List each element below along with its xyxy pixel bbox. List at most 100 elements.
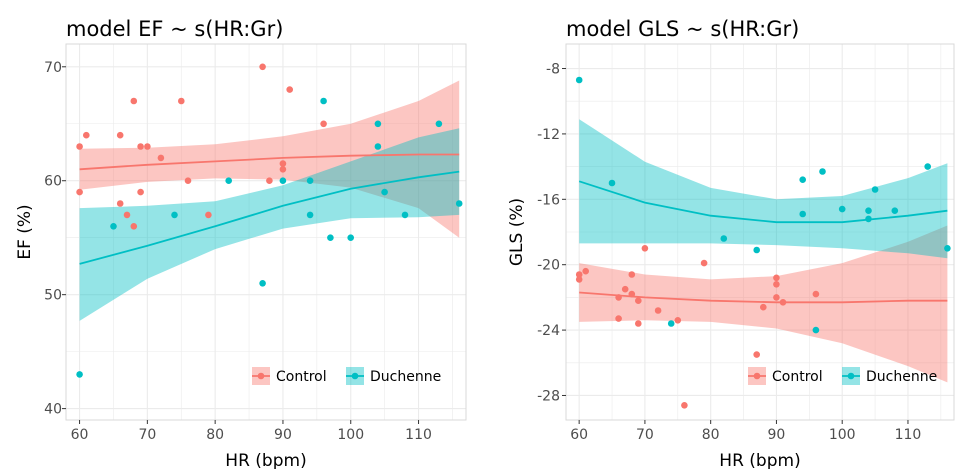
data-point-duchenne xyxy=(753,246,760,254)
data-point-duchenne xyxy=(76,371,83,378)
fit-line-duchenne xyxy=(79,170,460,265)
data-point-duchenne xyxy=(327,234,334,241)
data-point-control xyxy=(615,294,622,301)
data-point-control xyxy=(157,154,165,162)
data-point-control xyxy=(582,267,589,275)
data-point-control xyxy=(615,315,622,322)
data-point-control xyxy=(205,211,212,219)
data-point-duchenne xyxy=(819,168,826,175)
data-point-control xyxy=(575,276,583,283)
y-tick-label: -12 xyxy=(537,127,560,143)
data-point-control xyxy=(773,294,780,301)
data-point-duchenne xyxy=(799,210,806,218)
data-point-control xyxy=(779,299,787,306)
legend: Control Duchenne xyxy=(252,367,441,385)
legend-label-duchenne: Duchenne xyxy=(866,369,937,385)
data-point-control xyxy=(137,143,144,150)
data-point-duchenne xyxy=(381,188,388,196)
x-tick-label: 60 xyxy=(71,427,89,443)
data-point-duchenne xyxy=(865,207,872,214)
legend-key-point xyxy=(351,372,359,380)
data-point-control xyxy=(123,211,131,219)
data-point-control xyxy=(681,402,688,409)
x-tick-label: 90 xyxy=(768,427,786,443)
data-point-duchenne xyxy=(812,326,820,334)
x-tick-label: 110 xyxy=(895,427,922,443)
x-tick-label: 90 xyxy=(274,427,292,443)
ef-chart-panel: 60 70 80 90 100 110 40 50 60 70 model EF ~ s(HR:Gr… xyxy=(15,17,467,469)
data-point-control xyxy=(130,223,138,230)
x-tick-label: 100 xyxy=(337,427,364,443)
y-tick-label: -20 xyxy=(537,258,560,274)
data-point-control xyxy=(279,166,287,173)
data-point-control xyxy=(641,245,649,252)
data-point-control xyxy=(76,143,83,150)
data-point-control xyxy=(266,177,273,184)
data-point-duchenne xyxy=(279,177,287,184)
fit-line-control xyxy=(79,153,460,171)
x-tick-label: 80 xyxy=(702,427,720,443)
data-point-duchenne xyxy=(171,211,178,219)
data-point-control xyxy=(279,160,287,167)
gridlines xyxy=(566,44,954,420)
data-point-duchenne xyxy=(720,235,728,242)
data-point-control xyxy=(76,188,83,196)
y-tick-label: 60 xyxy=(44,174,62,190)
data-point-duchenne xyxy=(865,215,872,223)
data-point-control xyxy=(760,303,767,311)
x-tick-label: 110 xyxy=(405,427,432,443)
data-point-control xyxy=(621,285,629,293)
x-tick-label: 80 xyxy=(206,427,224,443)
data-point-duchenne xyxy=(838,205,846,213)
x-tick-label: 100 xyxy=(829,427,856,443)
data-point-control xyxy=(812,290,820,298)
legend-label-control: Control xyxy=(276,369,327,385)
data-point-duchenne xyxy=(608,179,616,187)
confidence-band-duchenne xyxy=(579,119,948,259)
x-axis-label: HR (bpm) xyxy=(719,451,800,469)
data-point-control xyxy=(773,281,780,288)
y-tick-label: -28 xyxy=(537,388,560,404)
fit-line-control xyxy=(579,291,948,304)
data-point-control xyxy=(628,290,636,298)
data-point-control xyxy=(130,97,138,105)
data-point-duchenne xyxy=(575,76,583,84)
confidence-band-duchenne xyxy=(79,128,460,321)
data-point-duchenne xyxy=(871,186,879,193)
data-point-duchenne xyxy=(401,211,409,219)
legend-key-point xyxy=(847,372,855,380)
data-point-control xyxy=(575,271,583,278)
legend: Control Duchenne xyxy=(748,367,937,385)
data-point-duchenne xyxy=(320,97,327,105)
legend-key-point xyxy=(257,372,265,380)
data-point-duchenne xyxy=(110,223,117,230)
data-point-control xyxy=(116,200,124,207)
y-tick-label: -24 xyxy=(537,323,560,339)
data-point-duchenne xyxy=(259,280,266,287)
data-point-control xyxy=(259,63,266,71)
data-point-control xyxy=(635,297,642,305)
data-point-duchenne xyxy=(306,211,314,219)
data-point-control xyxy=(144,143,151,150)
data-point-control xyxy=(178,97,185,105)
data-point-control xyxy=(628,271,636,278)
data-point-control xyxy=(320,120,327,128)
data-point-duchenne xyxy=(435,120,443,128)
fit-line-duchenne xyxy=(578,180,948,224)
x-tick-label: 60 xyxy=(570,427,588,443)
x-axis-label: HR (bpm) xyxy=(225,451,306,469)
y-tick-label: -8 xyxy=(546,62,560,78)
panel-border xyxy=(565,43,955,421)
data-point-control xyxy=(753,351,760,358)
y-tick-label: 50 xyxy=(44,288,62,304)
legend-label-duchenne: Duchenne xyxy=(370,369,441,385)
x-tick-label: 70 xyxy=(636,427,654,443)
data-point-control xyxy=(184,177,192,184)
panel-border xyxy=(65,43,467,421)
data-point-duchenne xyxy=(799,176,806,183)
data-point-control xyxy=(83,131,90,139)
gridlines xyxy=(66,44,466,420)
data-point-control xyxy=(773,274,780,282)
legend-key-point xyxy=(753,372,761,380)
